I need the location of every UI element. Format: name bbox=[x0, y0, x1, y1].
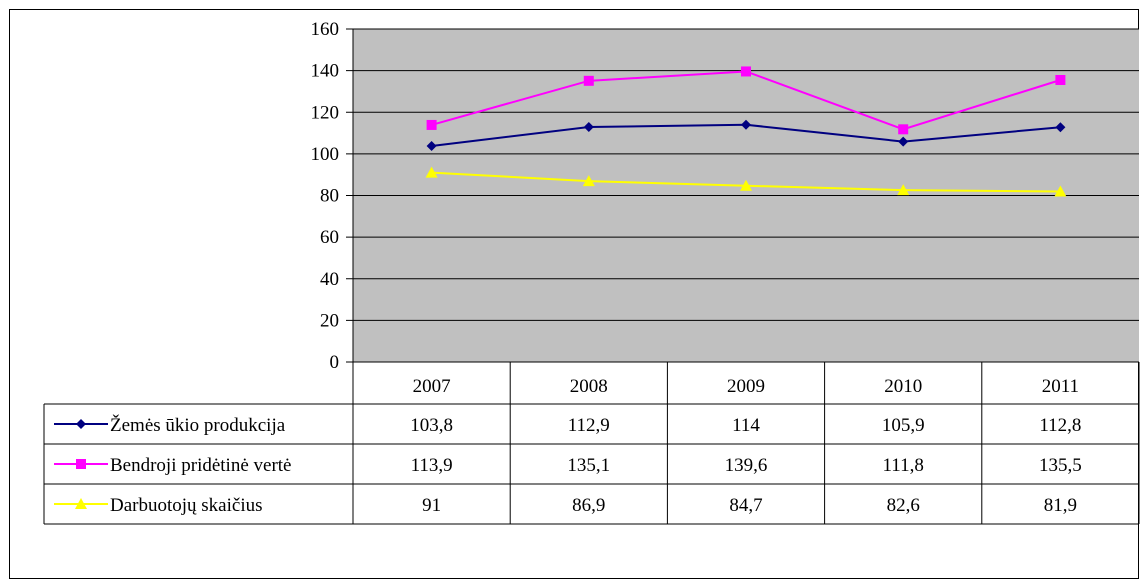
y-tick-label: 0 bbox=[330, 352, 340, 373]
category-label: 2010 bbox=[884, 376, 922, 397]
table-cell: 135,1 bbox=[567, 455, 610, 476]
data-point bbox=[426, 119, 437, 130]
y-tick-label: 140 bbox=[311, 61, 340, 82]
category-label: 2007 bbox=[413, 376, 451, 397]
series-label: Bendroji pridėtinė vertė bbox=[110, 455, 292, 476]
data-point bbox=[898, 136, 909, 147]
data-table: 2007 2008 2009 2010 2011 Žemės ūkio produkcij… bbox=[43, 361, 1140, 525]
data-point bbox=[1054, 185, 1067, 197]
y-tick-label: 80 bbox=[320, 186, 339, 207]
y-tick-label: 20 bbox=[320, 310, 339, 331]
data-point bbox=[740, 179, 752, 191]
data-point bbox=[1055, 74, 1066, 85]
table-cell: 105,9 bbox=[882, 415, 925, 436]
table-cell: 84,7 bbox=[729, 495, 762, 516]
y-tick-label: 60 bbox=[320, 227, 339, 248]
table-cell: 103,8 bbox=[410, 415, 453, 436]
series-layer bbox=[425, 66, 1067, 197]
data-point bbox=[583, 122, 594, 133]
data-point bbox=[897, 184, 910, 196]
data-point bbox=[425, 166, 438, 178]
table-cell: 113,9 bbox=[411, 455, 453, 476]
y-axis: 0 20 40 60 80 100 120 140 160 bbox=[311, 19, 354, 373]
category-label: 2011 bbox=[1042, 376, 1079, 397]
data-point bbox=[898, 124, 909, 135]
table-cell: 112,9 bbox=[568, 415, 610, 436]
table-cell: 81,9 bbox=[1044, 495, 1077, 516]
table-cell: 111,8 bbox=[883, 455, 924, 476]
category-label: 2008 bbox=[570, 376, 608, 397]
table-cell: 82,6 bbox=[887, 495, 920, 516]
data-point bbox=[1055, 122, 1066, 133]
data-point bbox=[741, 119, 751, 130]
table-cell: 114 bbox=[732, 415, 760, 436]
series-label: Darbuotojų skaičius bbox=[110, 495, 263, 516]
data-point bbox=[582, 175, 595, 187]
table-cell: 86,9 bbox=[572, 495, 605, 516]
y-tick-label: 120 bbox=[311, 102, 340, 123]
legend-marker bbox=[75, 498, 87, 509]
data-point bbox=[583, 75, 594, 86]
y-tick-label: 100 bbox=[311, 144, 340, 165]
y-tick-label: 40 bbox=[320, 269, 339, 290]
table-cell: 91 bbox=[422, 495, 441, 516]
data-point bbox=[741, 66, 751, 77]
table-cell: 139,6 bbox=[725, 455, 768, 476]
category-label: 2009 bbox=[727, 376, 765, 397]
y-tick-label: 160 bbox=[311, 19, 340, 40]
gridlines bbox=[353, 28, 1139, 363]
legend-marker bbox=[76, 419, 86, 429]
table-cell: 112,8 bbox=[1039, 415, 1081, 436]
legend-marker bbox=[76, 459, 86, 469]
data-point bbox=[426, 140, 437, 151]
series-label: Žemės ūkio produkcija bbox=[110, 414, 286, 436]
table-cell: 135,5 bbox=[1039, 455, 1082, 476]
